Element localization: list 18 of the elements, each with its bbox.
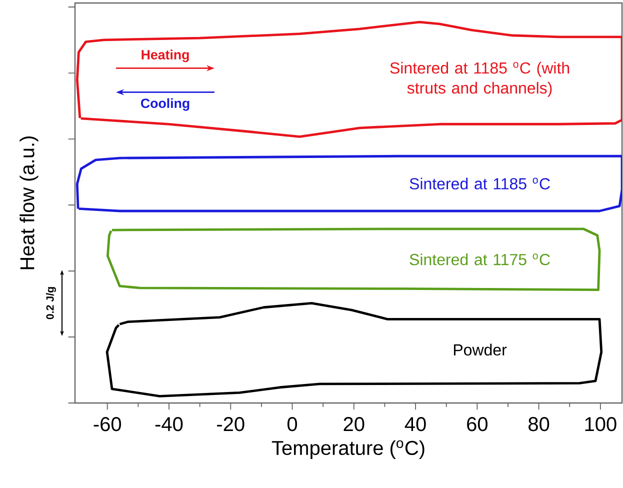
- x-tick-label: -20: [217, 417, 244, 432]
- x-tick-label: -60: [94, 417, 122, 432]
- x-tick-label: 100: [585, 417, 616, 432]
- y-axis-title: Heat flow (a.u.): [20, 136, 38, 270]
- x-axis-title: Temperature ($^{o}$C): [272, 440, 424, 459]
- series-label: Sintered at 1175 $^{o}$C: [410, 254, 550, 266]
- x-tick-label: 60: [467, 417, 488, 432]
- annotation: Heating: [142, 50, 189, 62]
- text: 0.2 J/g: [46, 287, 56, 320]
- x-tick-label: 40: [404, 417, 426, 432]
- series-label: Powder: [454, 344, 507, 356]
- x-tick-label: 0: [287, 417, 298, 432]
- series-label: Sintered at 1185 $^{o}$C (with struts and channels): [390, 62, 570, 97]
- x-tick-label: 80: [528, 417, 550, 432]
- annotation: Cooling: [140, 98, 190, 111]
- x-tick-label: -40: [155, 417, 183, 432]
- series-label: Sintered at 1185 $^{o}$C: [410, 178, 550, 190]
- x-tick-label: 20: [344, 417, 364, 432]
